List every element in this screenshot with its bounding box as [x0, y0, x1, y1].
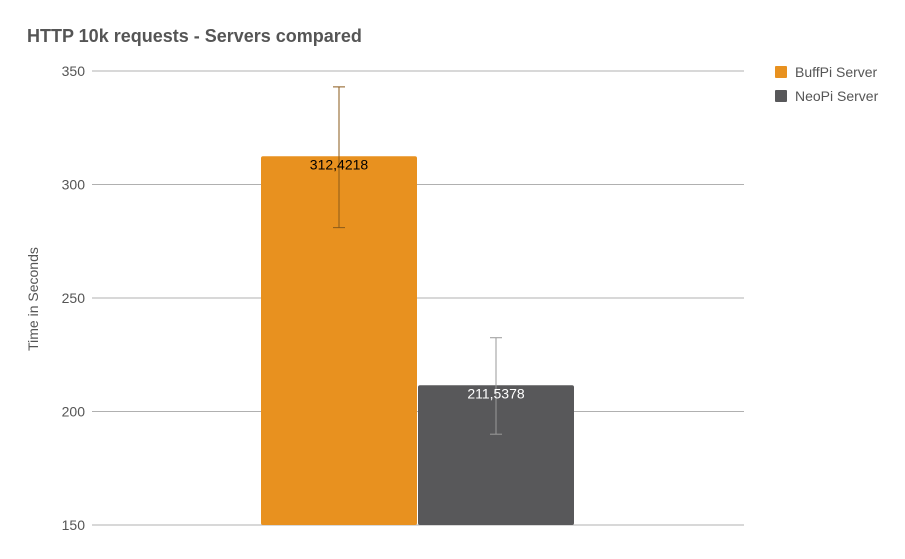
bar-buffpi	[261, 156, 417, 525]
data-label: 312,4218	[310, 156, 369, 172]
legend-label: NeoPi Server	[795, 88, 879, 104]
y-tick-label: 150	[62, 517, 86, 533]
y-axis-label: Time in Seconds	[25, 247, 41, 351]
data-label: 211,5378	[467, 385, 525, 401]
y-tick-label: 250	[62, 290, 86, 306]
legend: BuffPi Server NeoPi Server	[775, 64, 879, 104]
y-axis: 150 200 250 300 350	[62, 63, 86, 533]
legend-swatch	[775, 66, 787, 78]
legend-swatch	[775, 90, 787, 102]
y-tick-label: 300	[62, 177, 86, 193]
y-tick-label: 350	[62, 63, 86, 79]
bars: 312,4218 211,5378	[261, 86, 574, 525]
bar-neopi	[418, 385, 574, 525]
chart-title: HTTP 10k requests - Servers compared	[27, 26, 362, 46]
legend-label: BuffPi Server	[795, 64, 878, 80]
gridlines	[92, 70, 744, 526]
y-tick-label: 200	[62, 404, 86, 420]
